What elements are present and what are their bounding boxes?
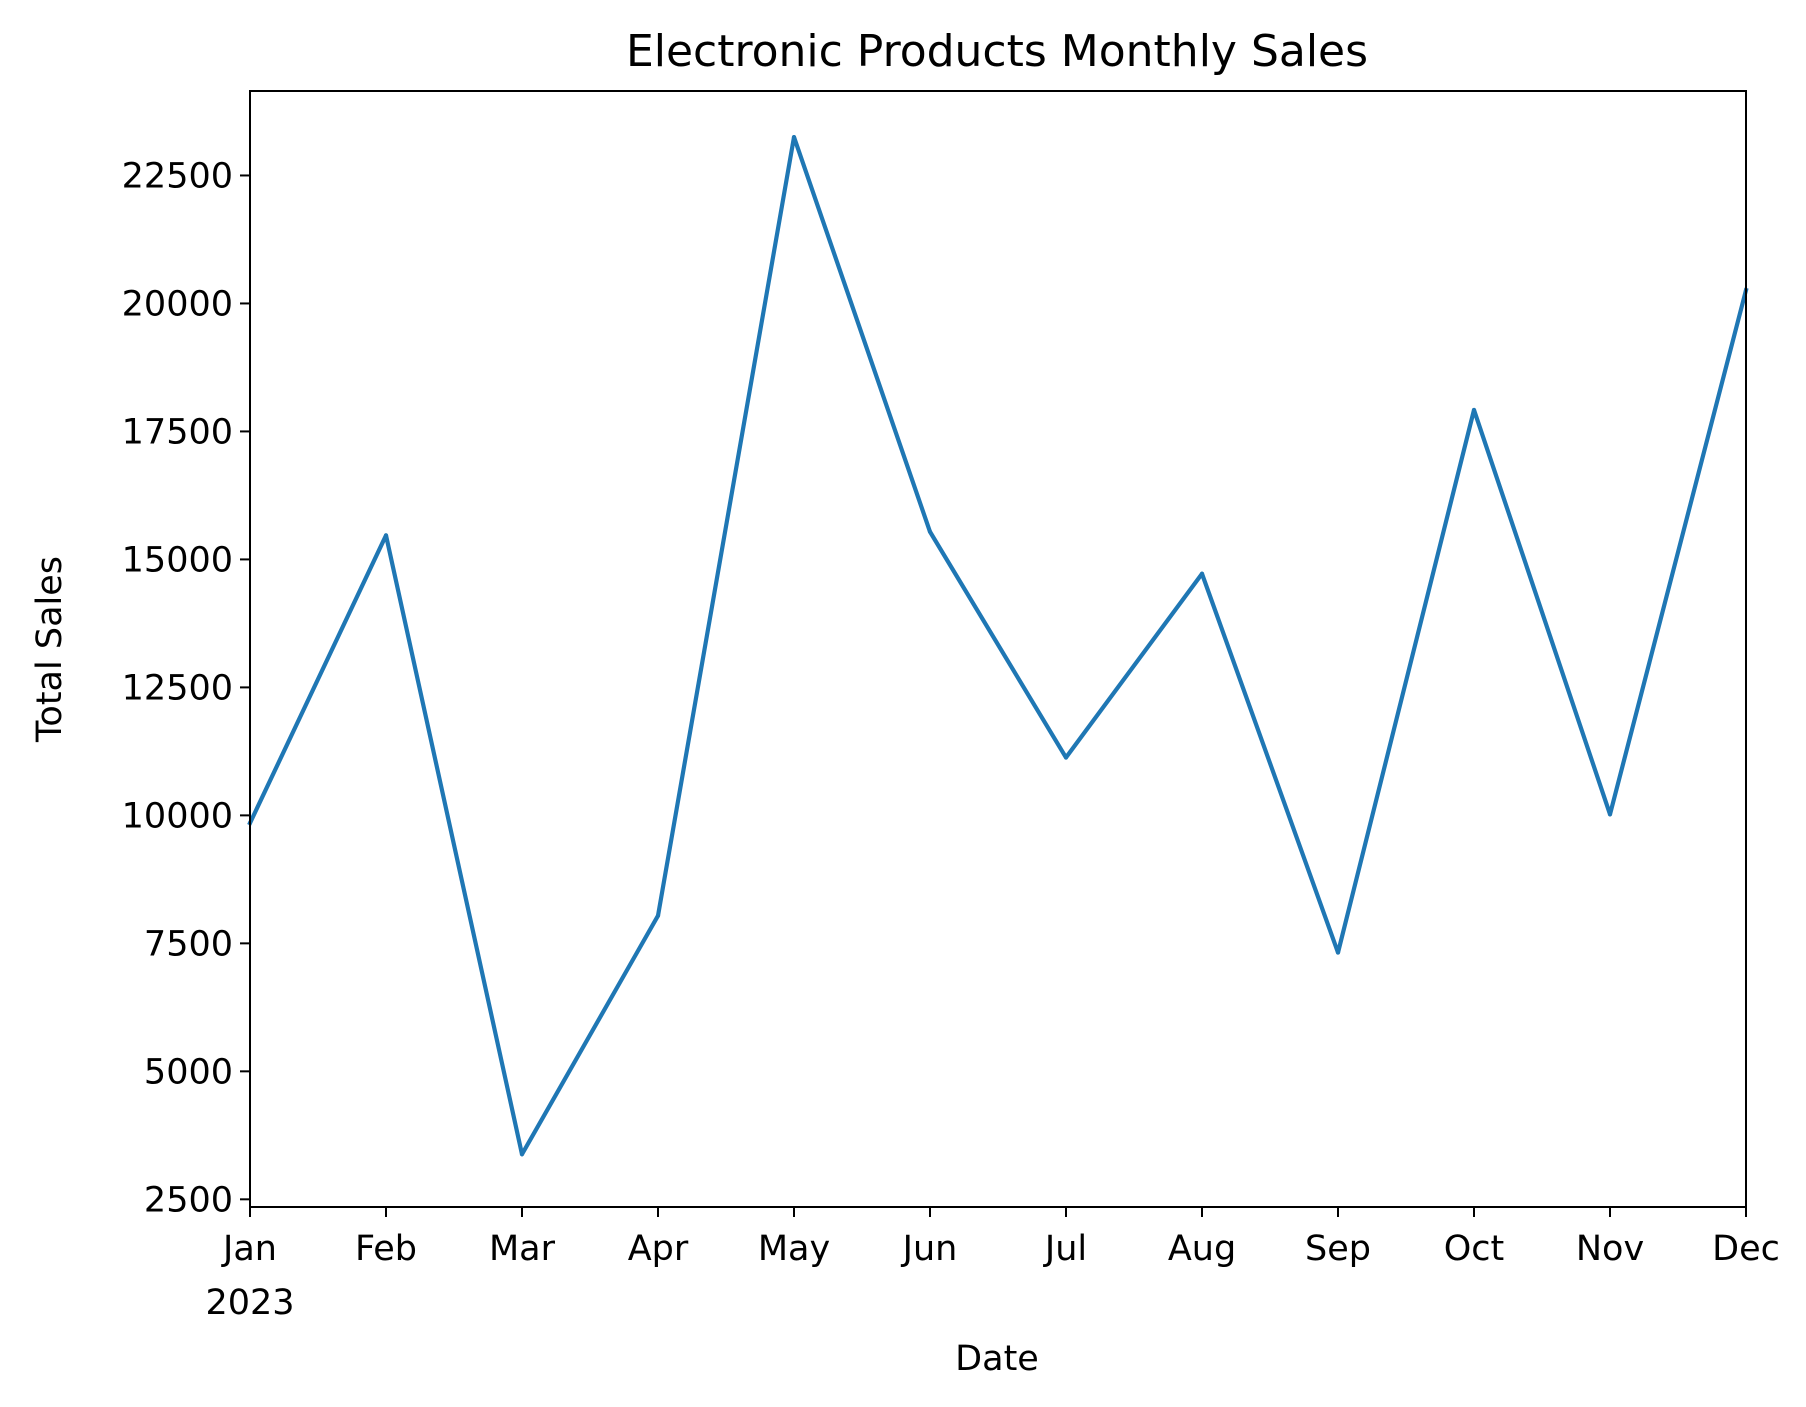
y-tick-label: 15000 — [122, 540, 233, 580]
y-tick-label: 20000 — [122, 284, 233, 324]
data-point — [383, 533, 389, 538]
x-tick-label: Sep — [1305, 1229, 1371, 1269]
data-point — [1607, 812, 1613, 817]
x-tick-label: May — [758, 1229, 830, 1269]
y-tick-label: 17500 — [122, 412, 233, 452]
x-tick-label: Jul — [1043, 1229, 1087, 1269]
plot-area-frame — [249, 90, 1747, 1208]
series-layer — [247, 134, 1749, 1157]
x-tick-label: Aug — [1168, 1229, 1236, 1269]
x-tick-label: Jun — [901, 1229, 958, 1269]
y-axis-label: Total Sales — [30, 556, 70, 743]
data-point — [791, 134, 797, 140]
x-tick-label: Nov — [1576, 1229, 1644, 1269]
data-point — [655, 913, 661, 918]
x-tick-label: Oct — [1444, 1229, 1505, 1269]
y-axis-ticks: 2500 5000 7500 10000 12500 15000 17500 20000 225… — [122, 156, 250, 1220]
x-axis-label: Date — [955, 1339, 1039, 1379]
x-axis-ticks: Jan Feb Mar Apr May Jun Jul Aug Sep Oct Nov Dec — [221, 1207, 1780, 1269]
y-tick-label: 10000 — [122, 796, 233, 836]
data-point — [1199, 571, 1205, 576]
y-tick-label: 2500 — [144, 1180, 233, 1220]
y-tick-label: 7500 — [144, 924, 233, 964]
data-point — [519, 1152, 525, 1157]
y-tick-label: 5000 — [144, 1052, 233, 1092]
chart-title: Electronic Products Monthly Sales — [626, 26, 1368, 77]
y-tick-label: 22500 — [122, 156, 233, 196]
x-tick-label: Mar — [489, 1229, 556, 1269]
data-point — [1335, 950, 1341, 955]
x-tick-label: Feb — [355, 1229, 417, 1269]
data-point — [1063, 755, 1069, 760]
x-tick-label: Jan — [221, 1229, 277, 1269]
data-point — [1471, 407, 1477, 413]
x-axis-year-label: 2023 — [205, 1283, 294, 1323]
data-point — [927, 529, 933, 534]
x-tick-label: Dec — [1712, 1229, 1780, 1269]
series-line — [247, 134, 1749, 1157]
y-tick-label: 12500 — [122, 668, 233, 708]
x-tick-label: Apr — [628, 1229, 689, 1269]
